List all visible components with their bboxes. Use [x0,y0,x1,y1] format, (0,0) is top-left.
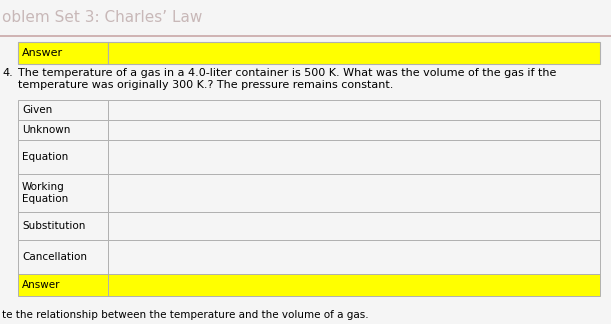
Text: 4.: 4. [2,68,13,78]
Bar [18,274,108,296]
Bar [18,240,108,274]
Text: Working
Equation: Working Equation [22,182,68,204]
Bar [18,120,108,140]
Bar [18,100,108,120]
Text: Substitution: Substitution [22,221,86,231]
Text: te the relationship between the temperature and the volume of a gas.: te the relationship between the temperat… [2,310,368,320]
Text: Cancellation: Cancellation [22,252,87,262]
Text: Answer: Answer [22,280,60,290]
Bar [108,140,600,174]
Bar [108,212,600,240]
Text: Equation: Equation [22,152,68,162]
Text: Unknown: Unknown [22,125,70,135]
Bar [108,100,600,120]
Bar [18,140,108,174]
Bar [18,174,108,212]
Text: Given: Given [22,105,53,115]
Bar [108,120,600,140]
Bar [108,240,600,274]
Text: Answer: Answer [22,48,63,58]
Bar [18,212,108,240]
Bar [108,174,600,212]
Text: The temperature of a gas in a 4.0-liter container is 500 K. What was the volume : The temperature of a gas in a 4.0-liter … [18,68,557,90]
Bar [108,274,600,296]
Bar [18,42,108,64]
Text: oblem Set 3: Charles’ Law: oblem Set 3: Charles’ Law [2,10,202,25]
Bar [108,42,600,64]
